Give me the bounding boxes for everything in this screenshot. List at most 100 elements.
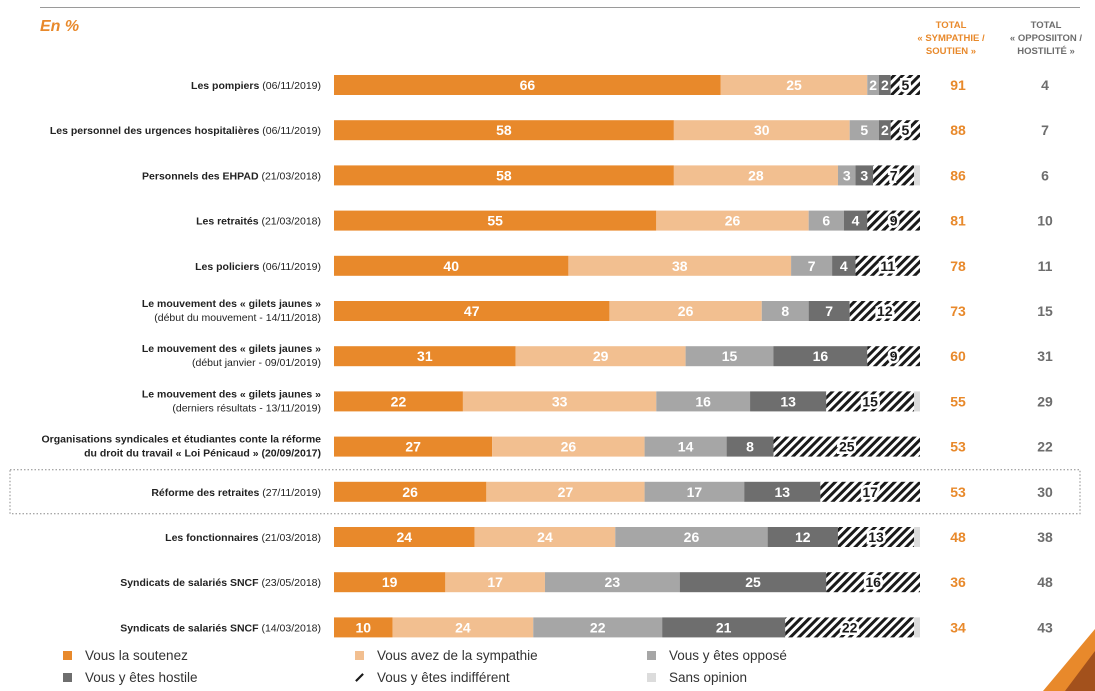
bar-segment-soutien — [334, 210, 657, 231]
header-line: SOUTIEN » — [925, 46, 977, 57]
bar-segment-oppose — [656, 391, 751, 412]
category-label-line2: du droit du travail « Loi Pénicaud » (20… — [84, 448, 321, 460]
bar-segment-hostile — [855, 165, 874, 186]
data-label: 9 — [890, 348, 898, 364]
data-label: 26 — [684, 529, 700, 545]
category-label-main: Le mouvement des « gilets jaunes » — [142, 298, 321, 310]
total-sympathy-value: 91 — [950, 77, 966, 93]
bar-segment-indifferent — [820, 481, 920, 502]
chart-row: Les retraités (21/03/2018) 55 26 6 4 9 81 10 — [196, 210, 1053, 231]
data-label: 14 — [678, 439, 694, 455]
bar-segment-indifferent — [826, 572, 920, 593]
data-label: 27 — [558, 484, 574, 500]
data-label: 31 — [417, 348, 433, 364]
bar-segment-sympathie — [609, 301, 762, 321]
bar-segment-soutien — [334, 391, 463, 412]
data-label: 47 — [464, 303, 480, 319]
bar-segment-sympathie — [392, 617, 534, 638]
category-label-line2: (derniers résultats - 13/11/2019) — [172, 402, 321, 414]
unit-label: En % — [40, 18, 80, 35]
category-label-date: (06/11/2019) — [259, 261, 321, 273]
chart-row: Organisations syndicales et étudiantes c… — [41, 434, 1053, 460]
bar-segment-soutien — [334, 527, 475, 547]
legend-swatch — [647, 673, 656, 682]
data-label: 13 — [775, 484, 791, 500]
legend-item-sans-opinion: Sans opinion — [647, 670, 747, 685]
data-label: 15 — [862, 393, 878, 409]
total-opposition-value: 22 — [1037, 439, 1053, 455]
category-label: Les fonctionnaires (21/03/2018) — [165, 532, 321, 544]
chart-row: Le mouvement des « gilets jaunes » (début… — [142, 343, 1053, 369]
category-label-main: Les fonctionnaires — [165, 532, 259, 544]
chart-row: Syndicats de salariés SNCF (23/05/2018) 1… — [120, 572, 1053, 593]
data-label: 26 — [561, 439, 577, 455]
bar-segment-indifferent — [867, 346, 920, 367]
data-label: 5 — [860, 122, 868, 138]
data-label: 17 — [487, 574, 503, 590]
category-label-date: (06/11/2019) — [259, 125, 321, 137]
category-label-main: Le mouvement des « gilets jaunes » — [142, 343, 321, 355]
bar-segment-oppose — [615, 527, 768, 547]
total-sympathy-value: 55 — [950, 393, 966, 409]
data-label: 28 — [748, 167, 764, 183]
data-label: 8 — [746, 439, 754, 455]
data-label: 24 — [455, 619, 471, 635]
data-label: 25 — [745, 574, 761, 590]
bar-segment-indifferent — [826, 391, 915, 412]
bar-segment-hostile — [773, 346, 868, 367]
legend-item-oppose: Vous y êtes opposé — [647, 648, 787, 663]
data-label: 23 — [605, 574, 621, 590]
chart-row: Le mouvement des « gilets jaunes » (derni… — [142, 388, 1053, 414]
data-label: 22 — [391, 393, 407, 409]
bar-segment-oppose — [644, 481, 745, 502]
total-opposition-value: 11 — [1038, 258, 1053, 274]
legend-label: Sans opinion — [669, 670, 748, 685]
data-label: 4 — [840, 258, 848, 274]
total-sympathy-value: 88 — [950, 122, 966, 138]
bar-segment-indifferent — [867, 210, 920, 231]
bar-segment-oppose — [685, 346, 774, 367]
bar-segment-oppose — [533, 617, 663, 638]
category-label: Le mouvement des « gilets jaunes » — [142, 343, 321, 355]
header-line: TOTAL — [935, 20, 967, 31]
legend: Vous la soutenez Vous avez de la sympath… — [63, 648, 883, 690]
data-label: 58 — [496, 167, 512, 183]
category-label-main: Syndicats de salariés SNCF — [120, 577, 259, 589]
chart-row: Syndicats de salariés SNCF (14/03/2018) 1… — [120, 617, 1053, 638]
category-label-main: Les pompiers — [191, 80, 259, 92]
data-label: 10 — [356, 619, 372, 635]
bar-segment-indifferent — [890, 75, 920, 95]
header-line: « SYMPATHIE / — [917, 33, 985, 44]
data-label: 12 — [795, 529, 811, 545]
bar-segment-sympathie — [673, 165, 838, 186]
legend-label: Vous y êtes hostile — [85, 670, 198, 685]
data-label: 26 — [725, 213, 741, 229]
data-label: 2 — [881, 122, 889, 138]
bar-segment-sympathie — [568, 255, 792, 276]
category-label: Les retraités (21/03/2018) — [196, 216, 321, 228]
category-label-date: (27/11/2019) — [259, 487, 321, 499]
header-line: « OPPOSIITON / — [1009, 33, 1083, 44]
bar-segment-sans_opinion — [914, 165, 920, 186]
data-label: 2 — [881, 77, 889, 93]
legend-swatch — [63, 651, 72, 660]
chart-row: Le mouvement des « gilets jaunes » (début… — [142, 298, 1053, 324]
bar-segment-sans_opinion — [914, 617, 920, 638]
data-label: 66 — [520, 77, 536, 93]
chart-row: Les policiers (06/11/2019) 40 38 7 4 11 78 11 — [195, 255, 1053, 276]
total-opposition-value: 30 — [1037, 484, 1053, 500]
total-sympathy-value: 81 — [950, 213, 966, 229]
category-label: Les pompiers (06/11/2019) — [191, 80, 321, 92]
bar-segment-oppose — [867, 75, 879, 95]
total-sympathy-value: 60 — [950, 348, 966, 364]
bar-segment-hostile — [832, 255, 856, 276]
category-label-main: Les retraités — [196, 216, 259, 228]
data-label: 16 — [695, 393, 711, 409]
bar-segment-indifferent — [837, 527, 915, 547]
bar-segment-indifferent — [890, 120, 920, 141]
data-label: 40 — [443, 258, 459, 274]
bar-segment-sympathie — [656, 210, 809, 231]
bar-segment-indifferent — [873, 165, 915, 186]
chart-row: Les pompiers (06/11/2019) 66 25 2 2 5 91 4 — [191, 75, 1049, 96]
